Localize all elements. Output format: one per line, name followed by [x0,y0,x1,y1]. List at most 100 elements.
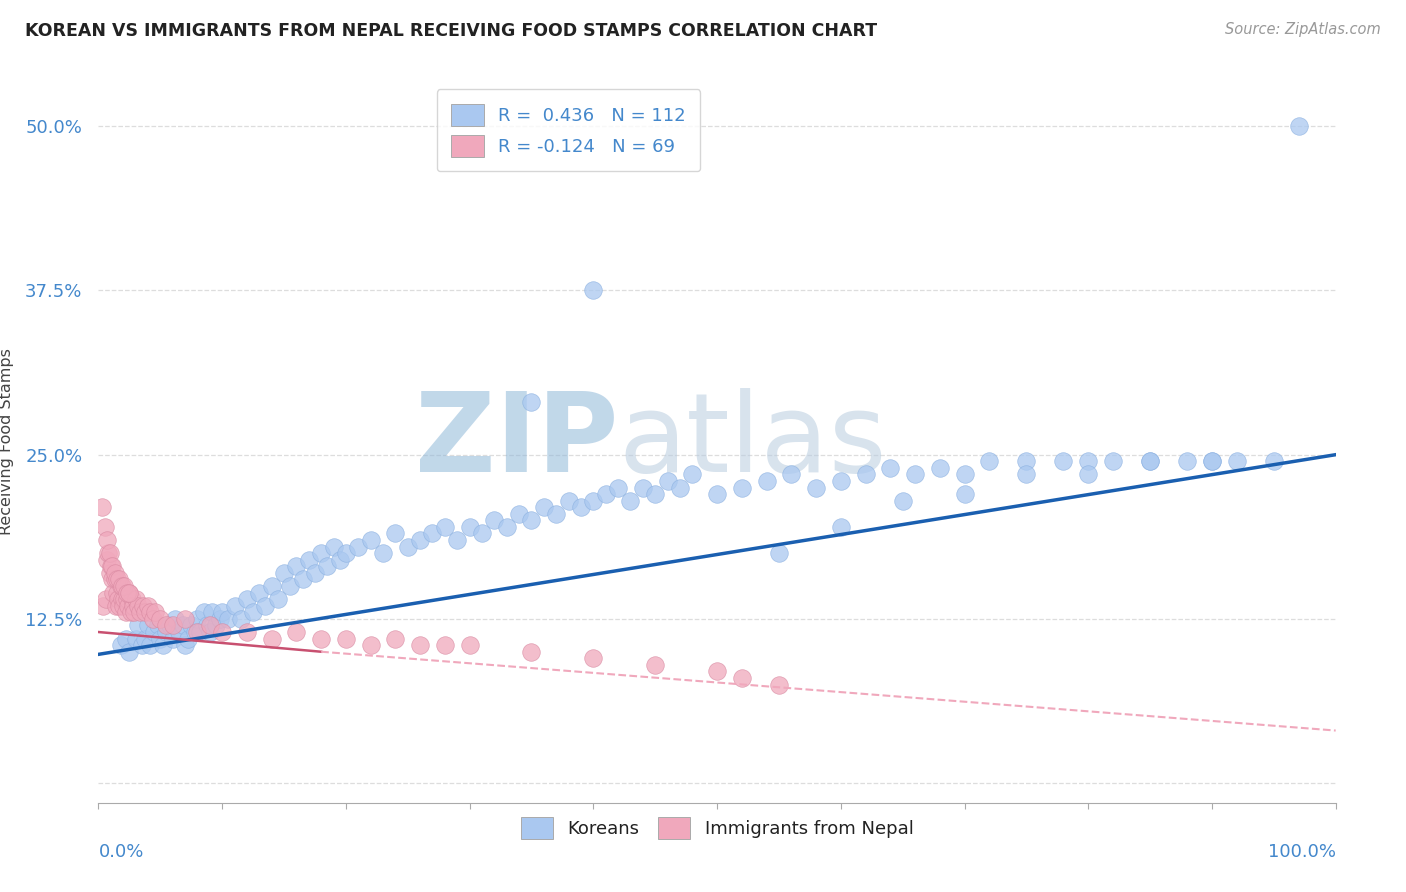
Point [731,481,754,495]
Point [316,559,339,574]
Point [409,533,432,547]
Point [582,493,605,508]
Point [139,638,162,652]
Point [396,540,419,554]
Point [422,526,444,541]
Point [953,467,976,482]
Point [112,599,135,613]
Point [198,618,221,632]
Point [155,618,177,632]
Point [93,520,115,534]
Point [458,520,481,534]
Point [1102,454,1125,468]
Point [508,507,530,521]
Text: Source: ZipAtlas.com: Source: ZipAtlas.com [1225,22,1381,37]
Point [471,526,494,541]
Point [94,592,117,607]
Point [607,481,630,495]
Point [458,638,481,652]
Point [669,481,692,495]
Point [103,573,125,587]
Point [329,553,352,567]
Point [97,546,120,560]
Point [134,632,156,646]
Point [335,546,357,560]
Point [484,513,506,527]
Point [193,605,215,619]
Point [143,625,166,640]
Point [904,467,927,482]
Point [112,579,135,593]
Point [855,467,877,482]
Point [174,612,197,626]
Point [1288,120,1310,134]
Point [768,546,790,560]
Point [631,481,654,495]
Point [242,605,264,619]
Point [114,632,136,646]
Point [100,559,122,574]
Y-axis label: Receiving Food Stamps: Receiving Food Stamps [0,348,14,535]
Point [186,612,208,626]
Point [149,612,172,626]
Point [409,638,432,652]
Point [595,487,617,501]
Point [110,638,132,652]
Point [127,618,149,632]
Point [830,474,852,488]
Point [184,625,207,640]
Point [830,520,852,534]
Point [132,599,155,613]
Point [162,618,184,632]
Point [1175,454,1198,468]
Point [360,533,382,547]
Point [110,579,132,593]
Point [360,638,382,652]
Point [533,500,555,515]
Point [768,677,790,691]
Point [162,632,184,646]
Point [118,645,141,659]
Point [101,573,124,587]
Point [107,592,129,607]
Point [167,625,190,640]
Point [127,599,149,613]
Point [384,632,406,646]
Point [165,612,187,626]
Point [111,592,134,607]
Point [103,585,125,599]
Point [124,632,146,646]
Point [98,566,121,580]
Text: KOREAN VS IMMIGRANTS FROM NEPAL RECEIVING FOOD STAMPS CORRELATION CHART: KOREAN VS IMMIGRANTS FROM NEPAL RECEIVIN… [25,22,877,40]
Point [433,638,456,652]
Point [139,605,162,619]
Point [755,474,778,488]
Point [520,395,543,409]
Point [159,618,181,632]
Point [254,599,277,613]
Point [309,546,332,560]
Point [120,605,142,619]
Point [122,599,145,613]
Point [112,592,135,607]
Point [104,599,127,613]
Point [1052,454,1074,468]
Point [1015,454,1038,468]
Point [152,638,174,652]
Point [891,493,914,508]
Point [1015,467,1038,482]
Point [1226,454,1249,468]
Point [804,481,827,495]
Point [108,599,131,613]
Point [273,566,295,580]
Point [520,513,543,527]
Point [142,612,165,626]
Point [582,284,605,298]
Point [146,618,169,632]
Point [1263,454,1285,468]
Point [131,638,153,652]
Point [172,618,194,632]
Point [433,520,456,534]
Point [217,612,239,626]
Point [298,553,321,567]
